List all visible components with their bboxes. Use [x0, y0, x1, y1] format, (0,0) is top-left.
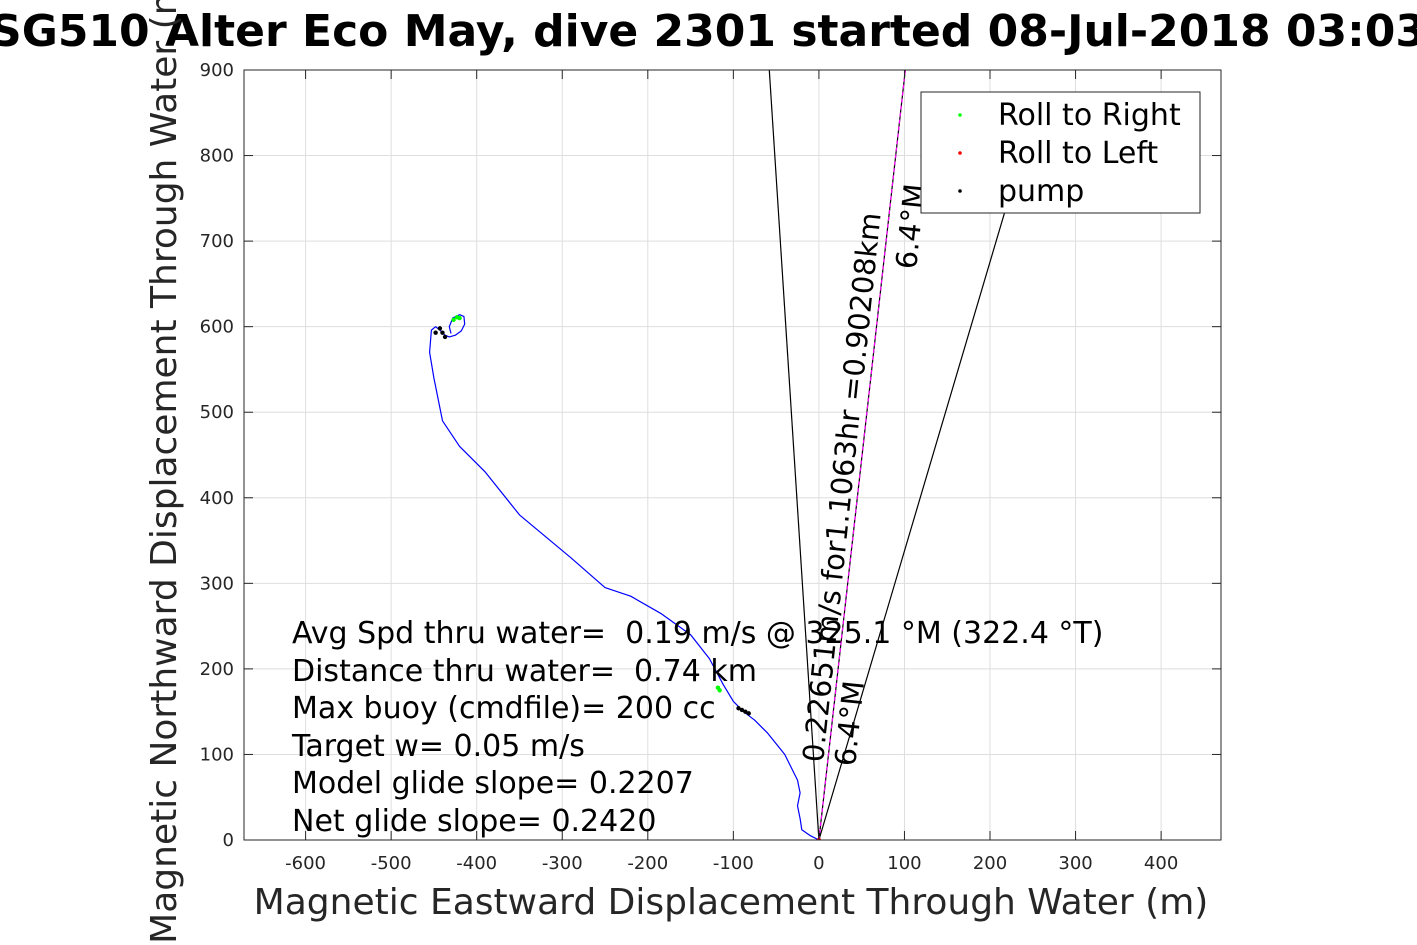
- y-tick-label: 800: [200, 146, 234, 167]
- y-tick-label: 500: [200, 402, 234, 423]
- pump-point: [433, 330, 438, 335]
- roll-right-point: [457, 315, 462, 321]
- dive-track-line: [429, 314, 820, 840]
- stat-net-glide: Net glide slope= 0.2420: [292, 804, 656, 839]
- y-axis-label: Magnetic Northward Displacement Through …: [144, 0, 185, 944]
- y-tick-label: 200: [200, 659, 234, 680]
- x-tick-label: -500: [371, 853, 412, 874]
- legend-label-roll-right: Roll to Right: [998, 98, 1181, 133]
- stat-max-buoy: Max buoy (cmdfile)= 200 cc: [292, 691, 716, 726]
- heading-line: [818, 70, 906, 840]
- stat-target-w: Target w= 0.05 m/s: [291, 729, 585, 764]
- heading-line: [818, 198, 1010, 840]
- pump-point: [437, 326, 443, 331]
- y-tick-label: 0: [223, 830, 234, 851]
- x-tick-label: -400: [456, 853, 497, 874]
- x-tick-label: 200: [973, 853, 1007, 874]
- roll-right-point: [451, 317, 456, 323]
- heading-line: [768, 70, 820, 840]
- y-tick-label: 600: [200, 317, 234, 338]
- y-tick-label: 900: [200, 60, 234, 81]
- stat-avg-speed: Avg Spd thru water= 0.19 m/s @ 325.1 °M …: [292, 616, 1103, 651]
- pump-point: [442, 334, 448, 340]
- y-tick-label: 300: [200, 573, 234, 594]
- legend-label-roll-left: Roll to Left: [998, 136, 1158, 171]
- pump-point: [746, 711, 751, 716]
- x-tick-label: 0: [813, 853, 824, 874]
- stats-block: Avg Spd thru water= 0.19 m/s @ 325.1 °M …: [291, 616, 1103, 839]
- x-tick-label: -200: [627, 853, 668, 874]
- legend-marker-pump: [958, 189, 962, 193]
- x-tick-label: 300: [1058, 853, 1092, 874]
- y-tick-label: 700: [200, 231, 234, 252]
- y-tick-label: 400: [200, 488, 234, 509]
- pump-point: [736, 706, 741, 711]
- legend-marker-roll-left: [958, 151, 962, 155]
- x-tick-label: -300: [542, 853, 583, 874]
- stat-distance: Distance thru water= 0.74 km: [292, 654, 757, 689]
- x-axis-label: Magnetic Eastward Displacement Through W…: [254, 882, 1209, 923]
- pump-point: [440, 330, 445, 335]
- pump-point: [743, 709, 748, 714]
- legend-box: [920, 91, 1201, 214]
- stat-model-glide: Model glide slope= 0.2207: [292, 766, 694, 801]
- y-tick-label: 100: [200, 744, 234, 765]
- x-tick-label: 100: [887, 853, 921, 874]
- plot-frame: [243, 69, 1222, 841]
- pump-point: [739, 707, 745, 713]
- legend-label-pump: pump: [998, 174, 1084, 209]
- x-tick-label: -100: [713, 853, 754, 874]
- chart-title: SG510 Alter Eco May, dive 2301 started 0…: [0, 6, 1417, 57]
- legend: Roll to Right Roll to Left pump: [920, 91, 1201, 214]
- plot-marks: [429, 70, 1010, 840]
- legend-marker-roll-right: [958, 113, 962, 117]
- roll-right-point: [717, 688, 722, 693]
- x-tick-label: -600: [285, 853, 326, 874]
- x-tick-label: 400: [1144, 853, 1178, 874]
- axis-ticks: -600 -500 -400 -300 -200 -100 0 100 200 300 400 0 10…: [200, 60, 1221, 874]
